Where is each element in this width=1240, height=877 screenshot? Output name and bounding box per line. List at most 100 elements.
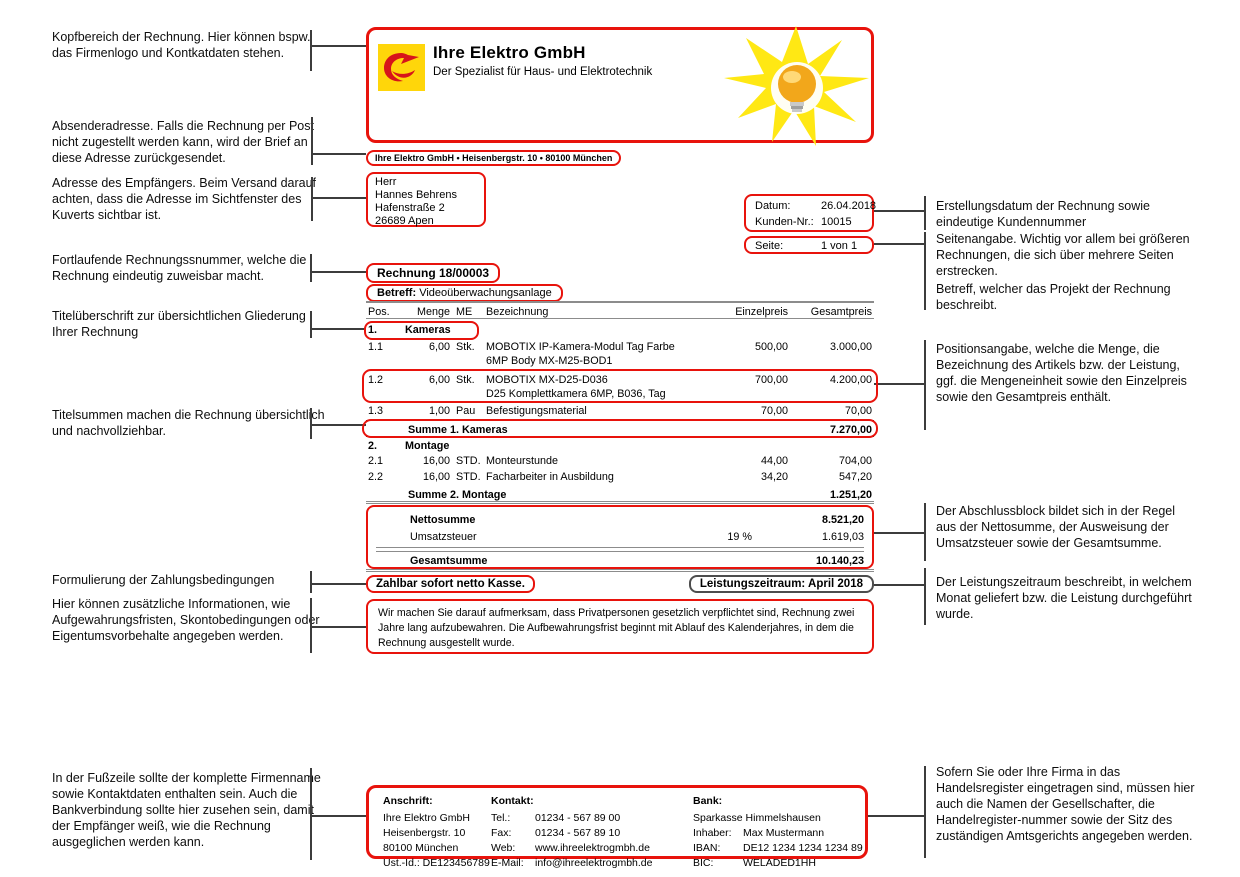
item-unit: STD. xyxy=(456,471,481,483)
footer-contact-row: Web: www.ihreelektrogmbh.de xyxy=(491,841,693,856)
sum-row-montage: Summe 2. Montage 1.251,20 xyxy=(366,486,874,503)
annotation-empfaenger: Adresse des Empfängers. Beim Versand dar… xyxy=(52,176,317,222)
footer-bank-title: Bank: xyxy=(693,795,723,807)
col-header-einzelpreis: Einzelpreis xyxy=(735,306,788,318)
connector-line xyxy=(311,177,313,221)
gross-value: 10.140,23 xyxy=(815,555,864,567)
customer-value: 10015 xyxy=(821,216,852,228)
table-header-row: Pos. Menge ME Bezeichnung Einzelpreis Ge… xyxy=(366,301,874,319)
col-header-menge: Menge xyxy=(416,306,450,318)
item-unit-price: 700,00 xyxy=(754,374,788,386)
subject-value: Videoüberwachungsanlage xyxy=(419,287,552,299)
sum-total: 1.251,20 xyxy=(829,489,872,501)
annotation-titelsummen: Titelsummen machen die Rechnung übersich… xyxy=(52,408,325,438)
item-description: Befestigungsmaterial xyxy=(486,405,587,417)
connector-line xyxy=(310,408,312,439)
connector-line xyxy=(924,196,926,230)
annotation-absenderadresse: Absenderadresse. Falls die Rechnung per … xyxy=(52,119,314,165)
double-rule xyxy=(376,547,864,552)
recipient-salutation: Herr xyxy=(375,176,397,188)
bank-value: Max Mustermann xyxy=(743,827,825,839)
bank-label: BIC: xyxy=(693,857,714,869)
customer-label: Kunden-Nr.: xyxy=(755,216,814,228)
col-header-bezeichnung: Bezeichnung xyxy=(486,306,549,318)
recipient-address-box: Herr Hannes Behrens Hafenstraße 2 26689 … xyxy=(366,172,486,227)
connector-line xyxy=(868,815,924,817)
subject-label: Betreff: xyxy=(377,287,417,299)
section-pos: 1. xyxy=(368,324,378,336)
item-pos: 1.3 xyxy=(368,405,384,417)
item-desc-line2: D25 Komplettkamera 6MP, B036, Tag xyxy=(486,388,666,400)
item-qty: 16,00 xyxy=(422,455,450,467)
connector-line xyxy=(874,210,924,212)
item-total: 70,00 xyxy=(844,405,872,417)
footer-contact-row: Tel.: 01234 - 567 89 00 xyxy=(491,811,693,826)
connector-line xyxy=(310,598,312,653)
sum-row-kameras: Summe 1. Kameras 7.270,00 xyxy=(362,419,878,438)
item-description: MOBOTIX IP-Kamera-Modul Tag Farbe 6MP Bo… xyxy=(486,340,704,368)
footer-bank-row: Inhaber: Max Mustermann xyxy=(693,826,865,841)
connector-line xyxy=(310,768,312,860)
page-label: Seite: xyxy=(755,240,784,252)
recipient-street: Hafenstraße 2 xyxy=(375,202,445,214)
item-description: Facharbeiter in Ausbildung xyxy=(486,471,614,483)
date-row: Datum: 26.04.2018 xyxy=(755,198,876,214)
net-label: Nettosumme xyxy=(410,514,476,526)
item-row-2-2: 2.2 16,00 STD. Facharbeiter in Ausbildun… xyxy=(366,470,874,486)
annotation-titelueberschrift: Titelüberschrift zur übersichtlichen Gli… xyxy=(52,309,306,339)
connector-line xyxy=(310,571,312,593)
footer-address-column: Anschrift: Ihre Elektro GmbH Heisenbergs… xyxy=(383,794,491,869)
vat-row: Umsatzsteuer 19 % 1.619,03 xyxy=(368,530,872,544)
contact-value: info@ihreelektrogmbh.de xyxy=(535,857,653,869)
item-description: Monteurstunde xyxy=(486,455,559,467)
item-pos: 1.2 xyxy=(368,374,384,386)
item-unit: Stk. xyxy=(456,374,475,386)
connector-line xyxy=(311,197,366,199)
item-desc-line1: MOBOTIX MX-D25-D036 xyxy=(486,374,608,386)
subject-box: Betreff: Videoüberwachungsanlage xyxy=(366,284,563,302)
connector-line xyxy=(310,583,366,585)
footer-contact-row: Fax: 01234 - 567 89 10 xyxy=(491,826,693,841)
footer-contact-column: Kontakt: Tel.: 01234 - 567 89 00 Fax: 01… xyxy=(491,794,693,869)
annotation-positionsangabe: Positionsangabe, welche die Menge, die B… xyxy=(936,342,1187,404)
annotation-handelsregister: Sofern Sie oder Ihre Firma in das Handel… xyxy=(936,765,1195,843)
contact-value: www.ihreelektrogmbh.de xyxy=(535,842,650,854)
vat-value: 1.619,03 xyxy=(821,531,864,543)
col-header-pos: Pos. xyxy=(368,306,390,318)
section-name: Kameras xyxy=(405,324,451,336)
connector-line xyxy=(872,584,924,586)
double-rule xyxy=(366,501,874,504)
gross-sum-row: Gesamtsumme 10.140,23 xyxy=(368,554,872,568)
connector-line xyxy=(310,311,312,338)
sum-label: Summe 1. Kameras xyxy=(408,424,508,436)
sun-bulb-icon xyxy=(724,26,869,146)
connector-line xyxy=(874,243,924,245)
invoice-header-box: Ihre Elektro GmbH Der Spezialist für Hau… xyxy=(366,26,874,146)
item-row-1-1: 1.1 6,00 Stk. MOBOTIX IP-Kamera-Modul Ta… xyxy=(366,338,874,368)
footer-address-line: Ust.-Id.: DE123456789 xyxy=(383,857,490,869)
footer-address-line: Ihre Elektro GmbH xyxy=(383,812,470,824)
annotation-fusszeile: In der Fußzeile sollte der komplette Fir… xyxy=(52,771,321,849)
item-desc-line2: 6MP Body MX-M25-BOD1 xyxy=(486,355,613,367)
item-qty: 6,00 xyxy=(428,374,450,386)
footer-address-line: 80100 München xyxy=(383,842,459,854)
page-row: Seite: 1 von 1 xyxy=(755,238,872,254)
item-qty: 6,00 xyxy=(428,341,450,353)
bank-label: Inhaber: xyxy=(693,827,732,839)
connector-line xyxy=(310,271,366,273)
connector-line xyxy=(311,117,313,165)
item-row-1-2-highlighted: 1.2 6,00 Stk. MOBOTIX MX-D25-D036 D25 Ko… xyxy=(362,369,878,403)
contact-value: 01234 - 567 89 00 xyxy=(535,812,621,824)
item-desc-line1: MOBOTIX IP-Kamera-Modul Tag Farbe xyxy=(486,341,675,353)
vat-rate: 19 % xyxy=(727,531,752,543)
item-qty: 1,00 xyxy=(428,405,450,417)
section-row-montage: 2. Montage xyxy=(366,437,874,454)
connector-line xyxy=(924,232,926,310)
col-header-gesamtpreis: Gesamtpreis xyxy=(810,306,872,318)
annotation-rechnungsnummer: Fortlaufende Rechnungssnummer, welche di… xyxy=(52,253,307,283)
contact-value: 01234 - 567 89 10 xyxy=(535,827,621,839)
annotation-zusatzinfos: Hier können zusätzliche Informationen, w… xyxy=(52,597,320,643)
connector-line xyxy=(924,503,926,561)
invoice-number-box: Rechnung 18/00003 xyxy=(366,263,501,283)
date-customer-box: Datum: 26.04.2018 Kunden-Nr.: 10015 xyxy=(744,194,876,232)
